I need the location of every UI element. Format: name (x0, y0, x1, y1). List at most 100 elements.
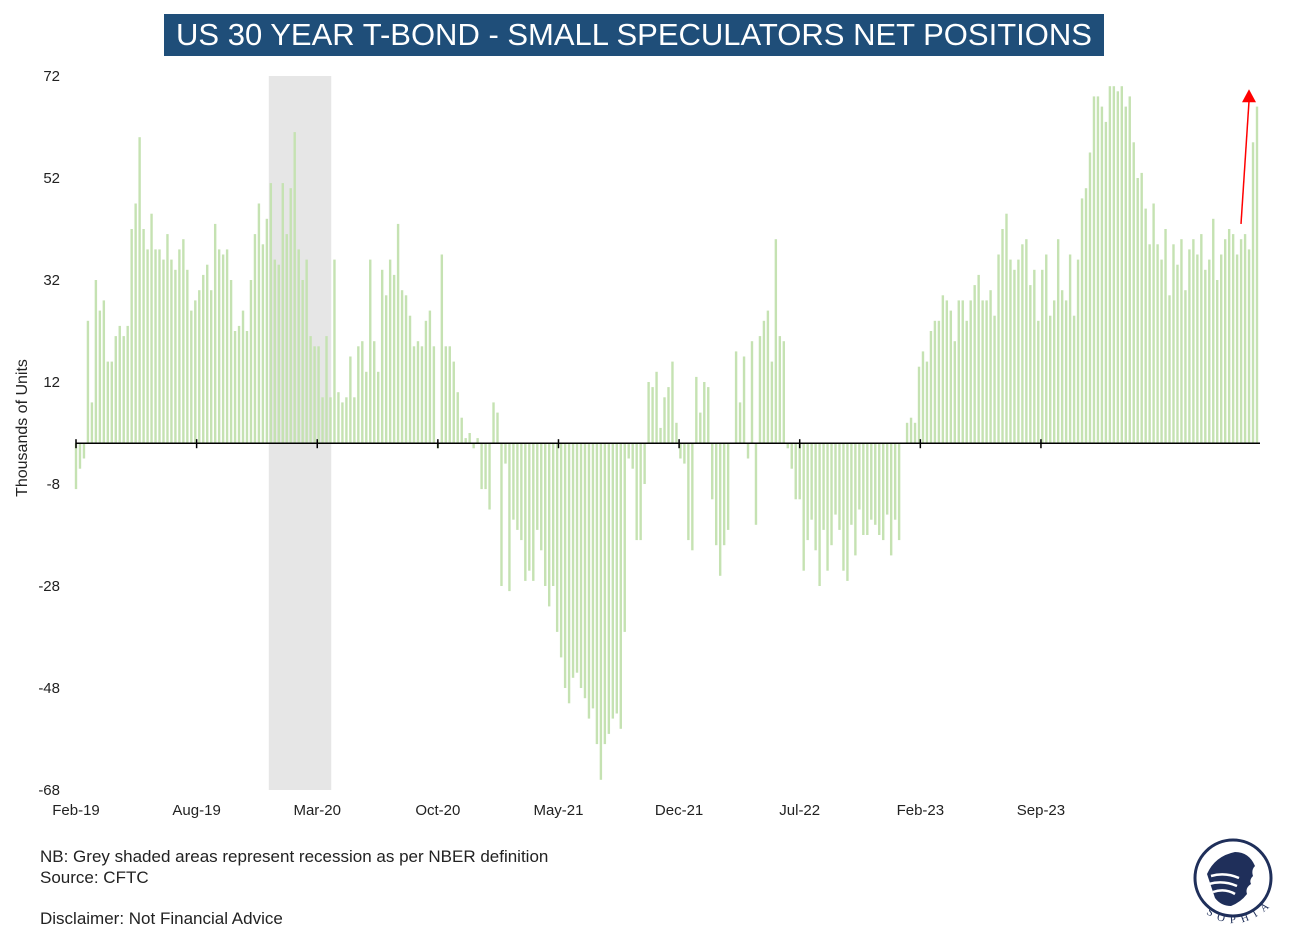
bar (428, 310, 432, 444)
bar (846, 443, 849, 581)
x-tick-label: Dec-21 (655, 802, 703, 819)
bar (1108, 86, 1112, 444)
bar (468, 433, 471, 444)
bar (110, 361, 113, 444)
bar (134, 203, 137, 444)
bar (333, 259, 336, 444)
bar (480, 443, 483, 490)
bar (858, 443, 861, 510)
bar (158, 249, 161, 444)
bar (1128, 96, 1131, 444)
recession-note: NB: Grey shaded areas represent recessio… (40, 847, 549, 866)
bar (90, 402, 94, 444)
bar (555, 443, 559, 632)
bar (202, 274, 205, 444)
bar (1005, 213, 1008, 444)
bar (985, 300, 988, 444)
bar (778, 336, 782, 444)
bar (1017, 259, 1020, 444)
bar (909, 417, 913, 444)
bar (603, 443, 607, 745)
bar (1013, 269, 1016, 444)
bar (345, 397, 348, 444)
bar (579, 443, 583, 688)
bar (758, 336, 762, 444)
bar (1220, 254, 1223, 444)
bar (404, 295, 408, 444)
bar (257, 203, 261, 444)
bar (587, 443, 591, 719)
bar (1216, 280, 1219, 444)
y-tick-label: -48 (38, 680, 60, 697)
bar (142, 229, 145, 444)
bar (1251, 142, 1255, 444)
bar (893, 443, 897, 520)
bar (945, 300, 949, 444)
bar (1033, 269, 1036, 444)
bar (1212, 218, 1215, 444)
bar (850, 443, 853, 525)
bar (1037, 320, 1040, 444)
bar (671, 361, 674, 444)
bar (416, 341, 420, 444)
bar (1100, 106, 1104, 444)
bar (774, 239, 778, 444)
bar (225, 249, 229, 444)
bar (1088, 152, 1092, 444)
bar (1152, 203, 1155, 444)
bar (718, 443, 722, 576)
bar (591, 443, 595, 709)
logo-text: SOPHIA (1204, 897, 1270, 927)
bar (563, 443, 567, 688)
x-tick-label: May-21 (533, 802, 583, 819)
bar (253, 234, 257, 444)
bar (357, 346, 360, 444)
bar (329, 397, 332, 444)
bar (949, 310, 953, 444)
bar (989, 290, 992, 444)
bar (1001, 229, 1004, 444)
x-tick-label: Aug-19 (172, 802, 220, 819)
bar (1124, 106, 1127, 444)
bar (420, 346, 424, 444)
bar (273, 259, 277, 444)
svg-text:SOPHIA: SOPHIA (1204, 897, 1276, 927)
bar (512, 443, 515, 520)
bar (1112, 86, 1116, 444)
y-tick-label: -68 (38, 782, 60, 799)
bar (1144, 208, 1147, 444)
bar (532, 443, 535, 581)
bar (766, 310, 770, 444)
bar (277, 264, 280, 444)
arrow-indicator (1240, 101, 1250, 224)
bar (1080, 198, 1084, 444)
bar (917, 366, 921, 444)
y-tick-labels: 72 52 32 12 -8 -28 -48 -68 (38, 68, 60, 799)
bar (742, 356, 746, 444)
x-tick-label: Feb-19 (52, 802, 100, 819)
bar (198, 290, 201, 444)
bar (540, 443, 543, 551)
bar (937, 320, 941, 444)
bar (412, 346, 416, 444)
bar (905, 422, 909, 444)
bar (639, 443, 642, 541)
bar (86, 320, 90, 444)
bar (353, 397, 356, 444)
bar (818, 443, 821, 586)
bar (834, 443, 837, 515)
bar (341, 402, 344, 444)
bar (305, 259, 308, 444)
bar (1140, 172, 1143, 444)
bar (643, 443, 646, 484)
bar (400, 290, 404, 444)
bar (1243, 234, 1247, 444)
bar (933, 320, 937, 444)
bar (738, 402, 742, 444)
bar (1116, 91, 1120, 444)
bar (496, 412, 499, 444)
bars-group (74, 86, 1259, 780)
bar (547, 443, 551, 607)
bar (683, 443, 686, 464)
bar (392, 274, 396, 444)
